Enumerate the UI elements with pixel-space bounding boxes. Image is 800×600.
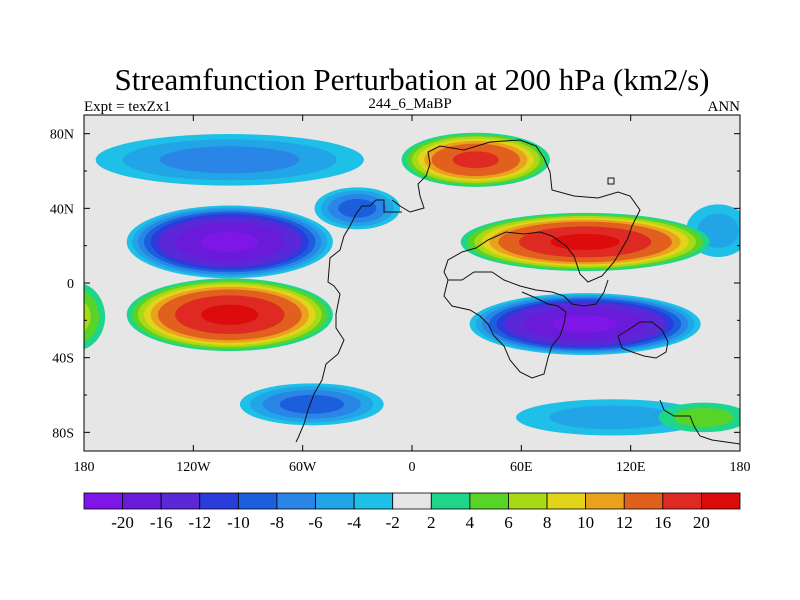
australia-coastline — [617, 321, 669, 359]
y-axis-labels: 80N 40N 0 40S 80S — [50, 128, 74, 442]
chart-title: Streamfunction Perturbation at 200 hPa (… — [115, 62, 710, 97]
contour-band — [549, 405, 676, 430]
colorbar-label: -4 — [347, 513, 362, 532]
colorbar-label: 8 — [543, 513, 552, 532]
map-plot-area — [83, 114, 741, 452]
colorbar-box — [623, 492, 664, 510]
subtitle-left: Expt = texZx1 — [84, 99, 171, 115]
antarctica-coastline — [659, 399, 741, 445]
y-tick-label: 40S — [52, 352, 74, 367]
contour-band — [201, 231, 259, 253]
colorbar-label: -12 — [188, 513, 211, 532]
colorbar-label: -20 — [111, 513, 134, 532]
anomaly-center-8 — [460, 212, 710, 272]
colorbar-box — [701, 492, 741, 510]
americas-coastline — [295, 199, 402, 443]
colorbar-box — [353, 492, 394, 510]
anomaly-center-10 — [84, 283, 106, 350]
anomaly-center-11 — [658, 402, 740, 433]
y-tick-label: 80N — [50, 128, 74, 143]
colorbar-box — [122, 492, 162, 510]
anomaly-center-7 — [126, 278, 333, 352]
contour-band — [159, 146, 300, 174]
colorbar-box — [276, 492, 316, 510]
contour-band — [201, 304, 259, 325]
anomaly-center-0 — [126, 205, 333, 279]
colorbar-box — [83, 492, 123, 510]
contour-band — [550, 233, 620, 251]
y-tick-label: 40N — [50, 202, 74, 217]
x-tick-label: 120E — [616, 460, 646, 475]
colorbar-box — [585, 492, 625, 510]
greenland-coastline — [391, 195, 425, 213]
subtitle-right: ANN — [708, 99, 741, 115]
contour-band — [279, 394, 344, 414]
colorbar-box — [546, 492, 587, 510]
contour-band — [674, 407, 734, 428]
colorbar-label: 12 — [616, 513, 633, 532]
x-tick-label: 60E — [510, 460, 533, 475]
colorbar-box — [430, 492, 471, 510]
colorbar-label: 4 — [466, 513, 475, 532]
colorbar-label: 2 — [427, 513, 436, 532]
colorbar-label: 6 — [504, 513, 513, 532]
x-tick-label: 60W — [289, 460, 317, 475]
colorbar-box — [315, 492, 355, 510]
subtitle-center: 244_6_MaBP — [368, 96, 451, 112]
colorbar — [83, 492, 741, 510]
colorbar-label: -10 — [227, 513, 250, 532]
colorbar-label: -6 — [308, 513, 322, 532]
anomaly-center-4 — [239, 383, 384, 426]
colorbar-box — [662, 492, 702, 510]
arctic-island-coastline — [607, 177, 615, 185]
x-tick-label: 120W — [176, 460, 211, 475]
colorbar-label: 16 — [654, 513, 671, 532]
anomaly-center-1 — [314, 187, 401, 230]
colorbar-label: -2 — [386, 513, 400, 532]
eurasia-coastline — [417, 139, 641, 307]
colorbar-label: 10 — [577, 513, 594, 532]
colorbar-box — [508, 492, 548, 510]
colorbar-labels: -20 -16 -12 -10 -8 -6 -4 -2 2 4 6 8 10 12 16 20 — [111, 513, 710, 532]
colorbar-label: 20 — [693, 513, 710, 532]
africa-coastline — [443, 279, 567, 379]
anomaly-center-5 — [516, 399, 709, 436]
y-tick-label: 0 — [67, 277, 74, 292]
contour-band — [84, 301, 91, 332]
colorbar-box — [160, 492, 201, 510]
x-tick-label: 0 — [409, 460, 416, 475]
colorbar-box — [199, 492, 239, 510]
x-axis-labels: 180 120W 60W 0 60E 120E 180 — [74, 460, 751, 475]
x-tick-label: 180 — [74, 460, 95, 475]
contour-field — [84, 132, 740, 436]
colorbar-label: -8 — [270, 513, 284, 532]
axis-ticks — [83, 115, 741, 451]
anomaly-center-2 — [469, 293, 701, 355]
contour-band — [553, 315, 618, 333]
colorbar-box — [469, 492, 509, 510]
continent-outlines — [295, 139, 741, 445]
x-tick-label: 180 — [730, 460, 751, 475]
colorbar-box — [237, 492, 278, 510]
y-tick-label: 80S — [52, 426, 74, 441]
colorbar-label: -16 — [150, 513, 173, 532]
colorbar-box — [392, 492, 432, 510]
contour-band — [84, 291, 99, 342]
contour-band — [452, 151, 499, 169]
anomaly-center-3 — [95, 134, 364, 186]
contour-band — [338, 198, 377, 218]
